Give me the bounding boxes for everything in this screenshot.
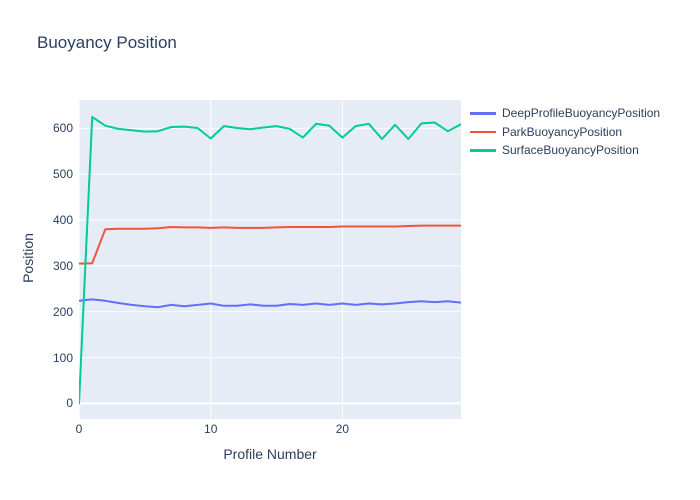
y-tick-label: 200 (52, 304, 73, 319)
y-axis-title: Position (20, 233, 36, 283)
legend-line-swatch (470, 130, 496, 133)
series-line-SurfaceBuoyancyPosition[interactable] (79, 116, 461, 405)
legend: DeepProfileBuoyancyPosition ParkBuoyancy… (470, 104, 660, 160)
legend-label: SurfaceBuoyancyPosition (502, 143, 639, 158)
series-line-DeepProfileBuoyancyPosition[interactable] (79, 298, 461, 309)
plot-area[interactable] (79, 100, 461, 419)
series-line-ParkBuoyancyPosition[interactable] (79, 224, 461, 265)
legend-line-swatch (470, 112, 496, 115)
x-axis-title: Profile Number (223, 446, 317, 462)
y-tick-label: 100 (52, 350, 73, 365)
x-tick-label: 20 (335, 422, 350, 436)
chart-title: Buoyancy Position (37, 33, 177, 52)
y-tick-label: 0 (66, 396, 73, 411)
legend-label: ParkBuoyancyPosition (502, 124, 623, 139)
legend-item-surface-buoyancy-position[interactable]: SurfaceBuoyancyPosition (470, 141, 660, 160)
x-tick-label: 10 (204, 422, 218, 436)
chart-canvas[interactable] (79, 100, 461, 419)
legend-item-park-buoyancy-position[interactable]: ParkBuoyancyPosition (470, 123, 660, 142)
legend-label: DeepProfileBuoyancyPosition (502, 106, 661, 121)
legend-item-deep-profile-buoyancy-position[interactable]: DeepProfileBuoyancyPosition (470, 104, 660, 123)
y-tick-label: 500 (52, 167, 73, 182)
x-tick-label: 0 (75, 422, 83, 436)
y-tick-label: 600 (52, 121, 73, 136)
legend-line-swatch (470, 149, 496, 152)
y-tick-label: 300 (52, 258, 73, 273)
y-tick-label: 400 (52, 213, 73, 228)
